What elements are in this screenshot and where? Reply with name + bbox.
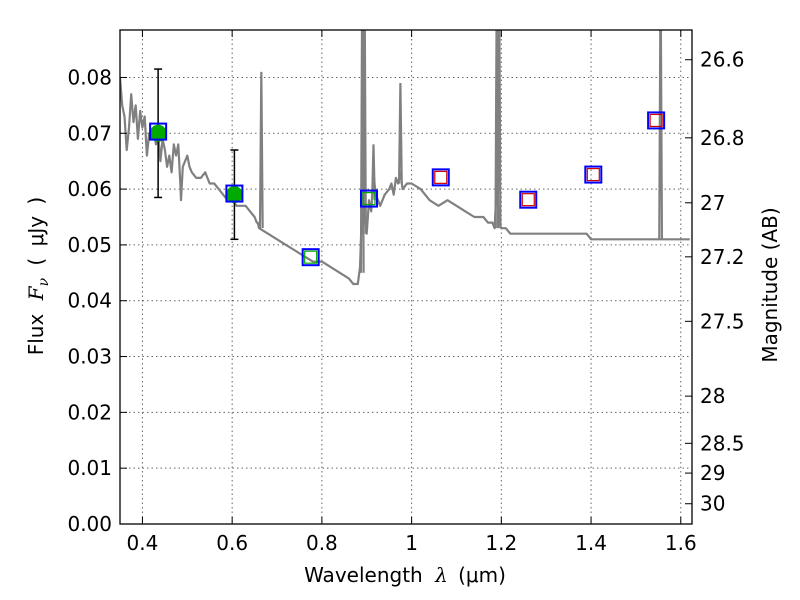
x-tick-label: 1.6 [665, 531, 697, 555]
model-photometry-box [225, 184, 244, 203]
x-axis-label-symbol: λ [434, 563, 448, 587]
observed-photometry-box [521, 193, 535, 207]
y-tick-label: 0.04 [67, 289, 112, 313]
y2-tick-label: 26.6 [700, 48, 745, 72]
spectrum-emission-line [397, 83, 403, 184]
spectrum-emission-line [258, 71, 264, 229]
y2-tick-label: 27.5 [700, 309, 745, 333]
y2-tick-label: 26.8 [700, 126, 745, 150]
y-axis-label-symbol: F [24, 285, 48, 301]
observed-photometry-box [362, 191, 376, 206]
y-tick-label: 0.00 [67, 512, 112, 536]
y-axis-label-unit-close: ) [24, 197, 48, 205]
spectrum-emission-line [496, 30, 502, 229]
model-photometry-box [359, 189, 378, 208]
y2-tick-label: 27 [700, 191, 725, 215]
y-tick-label: 0.02 [67, 400, 112, 424]
observed-photometry-box [434, 170, 448, 184]
observed-photometry-box [586, 167, 600, 182]
x-tick-label: 0.4 [127, 531, 159, 555]
y2-tick-label: 30 [700, 492, 725, 516]
y-tick-label: 0.07 [67, 121, 112, 145]
y2-tick-label: 27.2 [700, 245, 745, 269]
model-photometry-box [149, 122, 168, 141]
model-photometry-box [431, 168, 450, 187]
spectrum-emission-line [371, 144, 376, 201]
model-photometry-box [647, 111, 666, 130]
observed-photometry-box [649, 113, 663, 128]
plot-area [120, 30, 690, 286]
x-tick-label: 0.8 [306, 531, 338, 555]
model-spectrum-line [120, 77, 690, 286]
y-tick-label: 0.05 [67, 233, 112, 257]
spectrum-emission-line [658, 30, 664, 240]
y-axis-label: Flux Fν ( μJy ) [24, 197, 53, 356]
y-axis-label-text: Flux [24, 314, 48, 356]
model-photometry-box [519, 190, 538, 209]
y-tick-label: 0.06 [67, 177, 112, 201]
x-tick-label: 1.4 [575, 531, 607, 555]
observed-photometry-box [304, 250, 318, 264]
grid [120, 30, 692, 525]
x-tick-label: 1.2 [485, 531, 517, 555]
y2-axis-label: Magnitude (AB) [758, 207, 782, 362]
spectrum-emission-line [362, 30, 367, 234]
x-axis-label-text: Wavelength [304, 563, 423, 587]
y-tick-label: 0.03 [67, 345, 112, 369]
model-photometry-box [301, 248, 320, 267]
x-tick-label: 0.6 [216, 531, 248, 555]
x-tick-label: 1 [405, 531, 418, 555]
plot-frame [119, 29, 693, 525]
y-tick-label: 0.01 [67, 456, 112, 480]
x-axis-label: Wavelength λ (μm) [304, 563, 506, 587]
y-tick-label: 0.08 [67, 65, 112, 89]
y-axis-label-unit-open: ( [24, 258, 48, 266]
y2-tick-label: 28.5 [700, 431, 745, 455]
model-photometry-box [584, 165, 603, 184]
photometry-point [225, 186, 243, 204]
x-axis-label-unit: (μm) [458, 563, 506, 587]
y-axis-label-subscript: ν [36, 277, 52, 286]
ticks: 0.00 0.01 0.02 0.03 0.04 0.05 0.06 0.07 0.08 0.4 0… [67, 30, 745, 555]
y2-tick-label: 28 [700, 384, 725, 408]
y-axis-label-unit: μJy [24, 216, 48, 247]
y2-tick-label: 29 [700, 461, 725, 485]
